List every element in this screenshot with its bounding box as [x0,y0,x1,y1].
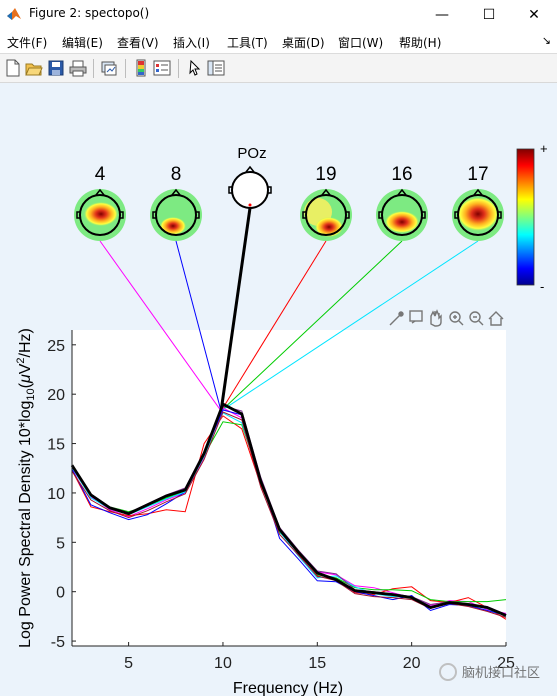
topoplot-8: 8 [150,164,202,241]
topoplot-label-4: 4 [95,164,106,185]
x-axis-label: Frequency (Hz) [233,680,343,696]
topoplot-label-8: 8 [171,164,182,185]
x-tick-label: 20 [403,655,421,672]
connector-line-poz [219,207,252,412]
topoplot-label-poz: POz [237,145,266,162]
poz-electrode-dot [248,203,252,207]
colorbar-gradient [516,148,535,286]
minimize-icon: — [435,6,449,23]
maximize-button[interactable]: ☐ [466,0,512,29]
y-tick-label: 20 [47,387,65,404]
y-tick-label: 10 [47,486,65,503]
y-tick-label: 25 [47,338,65,355]
x-tick-label: 25 [497,655,515,672]
property-inspector-icon[interactable] [207,59,225,77]
pointer-icon[interactable] [186,59,204,77]
channel-connector-lines [99,207,479,412]
topoplot-19: 19 [300,164,352,241]
minimize-button[interactable]: — [419,0,465,29]
x-tick-label: 5 [124,655,133,672]
spectrum-series-line [70,402,507,617]
x-tick-label: 10 [214,655,232,672]
topoplot-16: 16 [376,164,428,241]
figure-canvas: 4 8 POz 19 16 [0,83,557,697]
colorbar-icon[interactable] [132,59,150,77]
window-title: Figure 2: spectopo() [29,6,150,20]
y-tick-label: -5 [51,634,65,651]
colorbar: + - [516,141,548,294]
open-file-icon[interactable] [25,59,43,77]
toolbar-separator [125,59,126,78]
axes-toolbar [389,309,504,327]
connector-line-16 [220,240,403,412]
toolbar-separator [178,59,179,78]
close-icon: ✕ [528,6,540,23]
menu-view[interactable]: 查看(V) [117,36,159,50]
pan-icon[interactable] [430,309,442,327]
spectrum-plot: 5 10 15 20 25 -5 0 5 10 15 20 25 [47,330,515,672]
save-icon[interactable] [47,59,65,77]
figure-toolbar [0,53,557,83]
topoplot-label-16: 16 [391,164,412,185]
topoplot-17: 17 [452,164,504,241]
watermark-text: 脑机接口社区 [462,665,540,680]
maximize-icon: ☐ [482,6,496,23]
data-tips-icon[interactable] [409,310,423,324]
menu-file[interactable]: 文件(F) [7,36,48,50]
connector-line-4 [99,240,222,412]
link-plot-icon[interactable] [100,59,118,77]
legend-icon[interactable] [153,59,171,77]
y-axis-label: Log Power Spectral Density 10*log10(μV2/… [15,328,37,648]
x-tick-label: 15 [308,655,326,672]
menu-tools[interactable]: 工具(T) [227,36,268,50]
topoplot-label-17: 17 [467,164,488,185]
menu-window[interactable]: 窗口(W) [338,36,384,50]
menu-bar: 文件(F) 编辑(E) 查看(V) 插入(I) 工具(T) 桌面(D) 窗口(W… [0,29,557,53]
y-tick-label: 0 [56,585,65,602]
connector-line-19 [220,240,327,412]
print-icon[interactable] [69,59,87,77]
y-tick-label: 5 [56,535,65,552]
electrode-location-head [231,171,269,209]
spectrum-series-line [71,409,507,616]
zoom-out-icon[interactable] [469,311,484,326]
figure-graphics: 4 8 POz 19 16 [15,141,548,697]
matlab-logo-icon [7,8,21,20]
connector-line-17 [220,240,479,412]
topoplot-poz: POz [228,145,272,209]
toolbar-separator [93,59,94,78]
zoom-in-icon[interactable] [449,311,464,326]
watermark: 脑机接口社区 [439,663,540,681]
menu-help[interactable]: 帮助(H) [399,36,442,50]
menu-insert[interactable]: 插入(I) [173,36,210,50]
menu-edit[interactable]: 编辑(E) [62,36,103,50]
colorbar-top-label: + [540,141,548,156]
menu-desktop[interactable]: 桌面(D) [282,36,325,50]
colorbar-bottom-label: - [540,279,544,294]
topoplot-label-19: 19 [315,164,336,185]
close-button[interactable]: ✕ [511,0,557,29]
title-bar: Figure 2: spectopo() — ☐ ✕ [0,0,557,29]
connector-line-8 [175,240,222,412]
y-tick-label: 15 [47,437,65,454]
topoplot-4: 4 [74,164,126,241]
dock-figure-icon[interactable]: ↘ [541,34,551,47]
axes-background [72,330,506,646]
new-figure-icon[interactable] [4,59,22,77]
home-icon[interactable] [488,311,504,326]
brush-icon[interactable] [389,311,404,326]
